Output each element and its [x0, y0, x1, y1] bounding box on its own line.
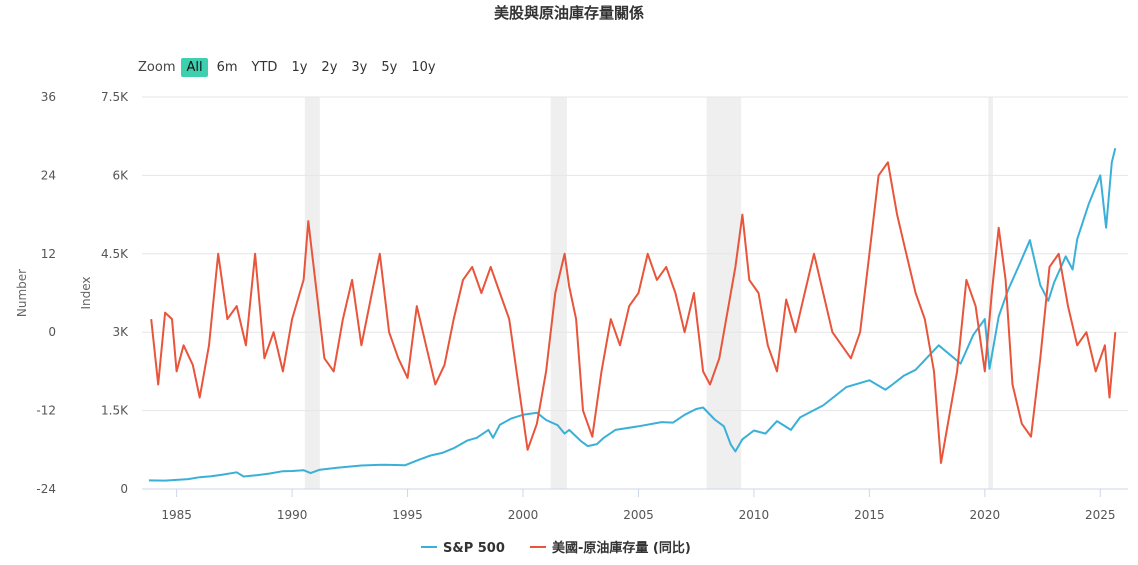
chart-title: 美股與原油庫存量關係 [493, 4, 644, 22]
x-tick-2: 1995 [392, 508, 423, 522]
zoom-button-2y[interactable]: 2y [321, 60, 338, 75]
x-tick-6: 2015 [854, 508, 885, 522]
y-tick-number-1: 24 [41, 168, 56, 182]
legend-label-1: 美國-原油庫存量 (同比) [552, 540, 691, 556]
legend: S&P 500 美國-原油庫存量 (同比) [421, 540, 691, 556]
x-tick-1: 1990 [277, 508, 308, 522]
y-axis-title-index: Index [79, 276, 93, 309]
zoom-button-3y[interactable]: 3y [351, 60, 368, 75]
y-tick-index-0: 7.5K [101, 90, 129, 104]
x-tick-3: 2000 [508, 508, 539, 522]
y-tick-index-2: 4.5K [101, 247, 129, 261]
x-tick-4: 2005 [623, 508, 654, 522]
recession-band-1 [550, 97, 567, 489]
y-axis-title-number: Number [15, 269, 29, 317]
y-tick-index-3: 3K [112, 325, 129, 339]
x-tick-0: 1985 [161, 508, 192, 522]
x-tick-8: 2025 [1085, 508, 1116, 522]
series-line-0 [148, 147, 1117, 482]
zoom-button-6m[interactable]: 6m [216, 60, 238, 75]
y-tick-number-0: 36 [41, 90, 56, 104]
y-tick-index-4: 1.5K [101, 404, 129, 418]
y-tick-index-5: 0 [120, 482, 128, 496]
y-tick-number-4: -12 [36, 404, 56, 418]
y-tick-number-2: 12 [41, 247, 56, 261]
y-tick-number-3: 0 [48, 325, 56, 339]
recession-band-0 [304, 97, 320, 489]
x-tick-7: 2020 [970, 508, 1001, 522]
zoom-bar: Zoom All 6m YTD 1y 2y 3y 5y 10y [138, 58, 445, 77]
recession-band-2 [706, 97, 742, 489]
zoom-button-ytd[interactable]: YTD [251, 60, 278, 75]
legend-label-0: S&P 500 [443, 541, 505, 556]
zoom-button-10y[interactable]: 10y [411, 60, 436, 75]
zoom-label: Zoom [138, 60, 176, 75]
x-tick-5: 2010 [739, 508, 770, 522]
zoom-button-5y[interactable]: 5y [381, 60, 398, 75]
y-tick-number-5: -24 [36, 482, 56, 496]
y-tick-index-1: 6K [112, 168, 129, 182]
recession-band-3 [988, 97, 993, 489]
zoom-button-all[interactable]: All [181, 58, 208, 77]
series-line-1 [150, 161, 1117, 464]
zoom-button-1y[interactable]: 1y [291, 60, 308, 75]
